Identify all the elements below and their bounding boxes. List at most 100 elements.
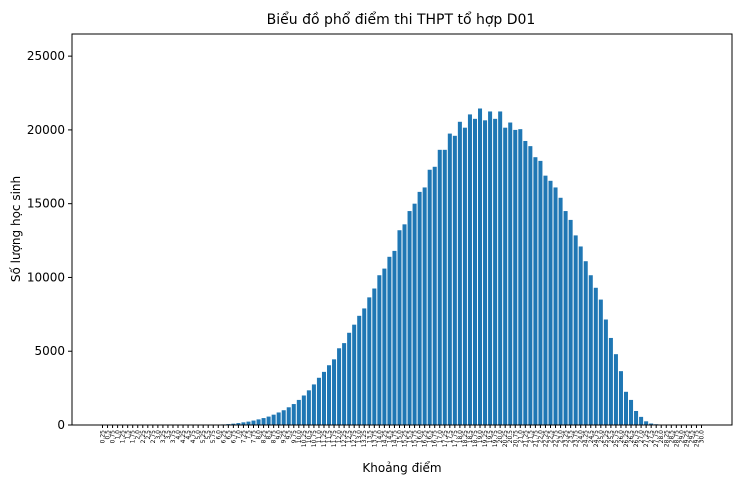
x-tick-label: 16.5 (427, 430, 434, 444)
bar-10.25 (301, 395, 306, 425)
bar-17.25 (442, 149, 447, 425)
x-tick-label: 23.75 (573, 430, 580, 447)
x-tick-label: 21.75 (532, 430, 539, 447)
x-tick-label: 27.75 (653, 430, 660, 447)
x-tick-label: 26.0 (618, 430, 625, 444)
bar-12.25 (342, 343, 347, 425)
x-tick-label: 10.25 (301, 430, 308, 447)
bar-21.75 (533, 157, 538, 425)
bar-12.5 (347, 332, 352, 425)
x-tick-label: 29.5 (688, 430, 695, 444)
bar-24.25 (583, 261, 588, 425)
x-tick-label: 8.75 (271, 430, 278, 444)
x-tick-label: 6.5 (225, 430, 232, 440)
x-tick-label: 2.25 (140, 430, 147, 444)
x-tick-label: 5.0 (195, 430, 202, 440)
x-tick-label: 14.75 (391, 430, 398, 447)
bar-20.0 (498, 111, 503, 426)
bar-14.5 (387, 256, 392, 425)
x-tick-label: 5.75 (210, 430, 217, 444)
bar-16.25 (422, 187, 427, 425)
x-tick-label: 30.0 (699, 430, 706, 444)
x-tick-label: 22.25 (542, 430, 549, 447)
bar-9.5 (286, 407, 291, 425)
bar-19.0 (478, 108, 483, 425)
x-tick-label: 18.75 (472, 430, 479, 447)
x-tick-label: 28.0 (658, 430, 665, 444)
bar-15.0 (397, 230, 402, 425)
bar-26.0 (618, 371, 623, 425)
x-tick-label: 25.5 (608, 430, 615, 444)
bar-19.25 (483, 120, 488, 425)
bar-22.5 (548, 180, 553, 425)
x-tick-label: 15.0 (396, 430, 403, 444)
x-tick-label: 18.0 (457, 430, 464, 444)
x-tick-label: 20.0 (497, 430, 504, 444)
bar-18.25 (462, 127, 467, 425)
x-tick-label: 27.25 (643, 430, 650, 447)
x-tick-label: 21.5 (527, 430, 534, 444)
x-tick-label: 29.0 (678, 430, 685, 444)
bar-26.5 (629, 399, 634, 425)
x-tick-label: 20.5 (507, 430, 514, 444)
x-tick-label: 23.25 (563, 430, 570, 447)
x-tick-label: 8.25 (261, 430, 268, 444)
bars-group (201, 108, 674, 426)
bar-25.25 (603, 319, 608, 425)
bar-11.75 (332, 359, 337, 425)
y-tick-label: 25000 (27, 49, 65, 63)
x-tick-label: 7.75 (251, 430, 258, 444)
bar-17.75 (452, 135, 457, 425)
x-tick-label: 19.75 (492, 430, 499, 447)
x-tick-label: 6.0 (215, 430, 222, 440)
x-tick-label: 11.75 (331, 430, 338, 447)
bar-21.0 (518, 129, 523, 426)
x-tick-label: 16.25 (422, 430, 429, 447)
x-tick-label: 3.75 (170, 430, 177, 444)
x-tick-label: 17.75 (452, 430, 459, 447)
x-tick-label: 9.75 (291, 430, 298, 444)
x-tick-label: 22.0 (537, 430, 544, 444)
bar-9.75 (291, 404, 296, 425)
x-axis: 0.250.50.751.01.251.51.752.02.252.52.753… (100, 425, 706, 447)
bar-14.0 (377, 275, 382, 425)
x-tick-label: 2.75 (150, 430, 157, 444)
y-axis-label: Số lượng học sinh (9, 176, 23, 282)
y-tick-label: 10000 (27, 270, 65, 284)
x-tick-label: 19.5 (487, 430, 494, 444)
x-tick-label: 17.25 (442, 430, 449, 447)
x-tick-label: 23.5 (568, 430, 575, 444)
x-tick-label: 4.0 (175, 430, 182, 440)
bar-27.25 (644, 421, 649, 425)
x-tick-label: 29.25 (683, 430, 690, 447)
x-tick-label: 7.5 (245, 430, 252, 440)
x-tick-label: 13.5 (366, 430, 373, 444)
x-tick-label: 24.25 (583, 430, 590, 447)
x-tick-label: 1.0 (115, 430, 122, 440)
bar-23.75 (573, 235, 578, 425)
bar-21.5 (528, 146, 533, 425)
x-tick-label: 21.25 (522, 430, 529, 447)
x-tick-label: 28.75 (673, 430, 680, 447)
x-tick-label: 12.5 (346, 430, 353, 444)
bar-22.0 (538, 160, 543, 425)
x-tick-label: 1.75 (130, 430, 137, 444)
bar-27.5 (649, 423, 654, 425)
bar-17.0 (437, 149, 442, 425)
x-tick-label: 21.0 (517, 430, 524, 444)
x-tick-label: 10.0 (296, 430, 303, 444)
bar-18.75 (472, 118, 477, 425)
x-tick-label: 0.75 (110, 430, 117, 444)
x-tick-label: 17.5 (447, 430, 454, 444)
bar-16.5 (427, 169, 432, 425)
y-tick-label: 15000 (27, 197, 65, 211)
bar-20.25 (503, 127, 508, 425)
bar-18.0 (457, 121, 462, 425)
x-tick-label: 4.5 (185, 430, 192, 440)
bar-16.75 (432, 166, 437, 426)
bar-8.25 (261, 418, 266, 425)
bar-15.5 (407, 211, 412, 425)
x-tick-label: 1.25 (120, 430, 127, 444)
bar-9.0 (276, 412, 281, 425)
